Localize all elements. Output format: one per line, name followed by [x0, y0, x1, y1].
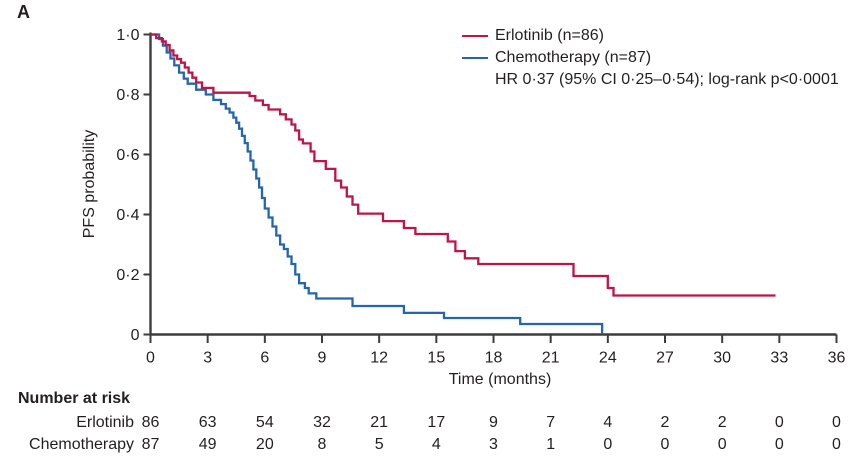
x-axis-title: Time (months) — [448, 371, 552, 388]
risk-value-erlotinib-24: 4 — [603, 414, 613, 431]
risk-row-label-erlotinib: Erlotinib — [76, 414, 134, 431]
risk-value-chemotherapy-27: 0 — [660, 436, 670, 453]
risk-value-chemotherapy-9: 8 — [317, 436, 327, 453]
legend-label-erlotinib: Erlotinib (n=86) — [495, 27, 604, 44]
risk-row-label-chemotherapy: Chemotherapy — [29, 436, 134, 453]
chemotherapy-line-swatch — [462, 57, 488, 59]
legend: Erlotinib (n=86) Chemotherapy (n=87) HR … — [462, 25, 839, 91]
risk-value-chemotherapy-30: 0 — [717, 436, 727, 453]
x-tick-label: 6 — [260, 350, 269, 367]
y-tick-label: 1·0 — [116, 27, 139, 44]
risk-value-erlotinib-0: 86 — [141, 414, 160, 431]
risk-value-chemotherapy-15: 4 — [431, 436, 441, 453]
risk-value-erlotinib-27: 2 — [660, 414, 670, 431]
x-tick-label: 3 — [203, 350, 212, 367]
risk-value-erlotinib-6: 54 — [255, 414, 274, 431]
y-tick-label: 0·2 — [116, 267, 139, 284]
risk-value-chemotherapy-12: 5 — [374, 436, 384, 453]
x-tick-label: 9 — [318, 350, 327, 367]
risk-value-erlotinib-15: 17 — [427, 414, 446, 431]
y-tick-label: 0·8 — [116, 87, 139, 104]
risk-value-chemotherapy-24: 0 — [603, 436, 613, 453]
hr-annotation: HR 0·37 (95% CI 0·25–0·54); log-rank p<0… — [495, 71, 839, 88]
risk-value-chemotherapy-33: 0 — [774, 436, 784, 453]
x-tick-label: 24 — [599, 350, 617, 367]
risk-value-chemotherapy-18: 3 — [489, 436, 498, 453]
erlotinib-curve — [150, 33, 776, 297]
legend-label-chemotherapy: Chemotherapy (n=87) — [495, 49, 652, 66]
x-tick-label: 30 — [713, 350, 731, 367]
y-tick-label: 0·4 — [116, 207, 139, 224]
y-tick-label: 0 — [131, 327, 140, 344]
x-tick-label: 33 — [770, 350, 788, 367]
x-tick-label: 21 — [542, 350, 560, 367]
risk-value-erlotinib-18: 9 — [489, 414, 498, 431]
x-tick-label: 36 — [828, 350, 846, 367]
risk-value-chemotherapy-6: 20 — [255, 436, 274, 453]
risk-value-chemotherapy-0: 87 — [141, 436, 160, 453]
risk-value-erlotinib-36: 0 — [832, 414, 841, 431]
risk-value-erlotinib-12: 21 — [370, 414, 389, 431]
x-tick-label: 12 — [370, 350, 388, 367]
y-tick-label: 0·6 — [116, 147, 139, 164]
risk-value-erlotinib-3: 63 — [198, 414, 217, 431]
x-tick-label: 15 — [427, 350, 445, 367]
erlotinib-line-swatch — [462, 35, 488, 37]
panel-label: A — [17, 2, 30, 22]
chemotherapy-curve — [150, 33, 604, 334]
legend-item-erlotinib: Erlotinib (n=86) — [462, 25, 839, 47]
legend-item-chemotherapy: Chemotherapy (n=87) — [462, 47, 839, 69]
x-tick-label: 27 — [656, 350, 674, 367]
risk-value-erlotinib-9: 32 — [313, 414, 331, 431]
risk-table-title: Number at risk — [18, 390, 131, 407]
x-tick-label: 18 — [485, 350, 503, 367]
risk-value-chemotherapy-3: 49 — [198, 436, 217, 453]
risk-value-erlotinib-21: 7 — [546, 414, 556, 431]
risk-value-chemotherapy-21: 1 — [546, 436, 556, 453]
risk-value-erlotinib-33: 0 — [774, 414, 784, 431]
x-tick-label: 0 — [146, 350, 155, 367]
risk-value-chemotherapy-36: 0 — [832, 436, 841, 453]
risk-value-erlotinib-30: 2 — [717, 414, 727, 431]
